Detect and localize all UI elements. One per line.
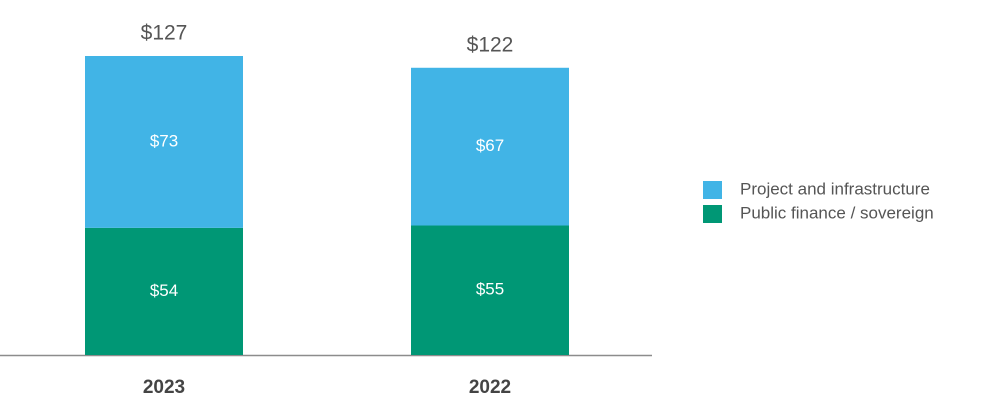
legend-swatch (703, 205, 722, 223)
bar-segment (85, 56, 243, 228)
total-label: $127 (141, 22, 188, 45)
value-label: $67 (476, 136, 504, 155)
bar-segment (411, 67, 569, 226)
x-tick-label: 2023 (143, 377, 185, 398)
value-label: $55 (476, 280, 504, 299)
total-label: $122 (467, 33, 514, 56)
value-label: $54 (150, 281, 178, 300)
legend-label: Project and infrastructure (740, 179, 930, 198)
legend-swatch (703, 181, 722, 199)
value-label: $73 (150, 131, 178, 150)
bar-segment (411, 225, 569, 355)
x-tick-label: 2022 (469, 377, 511, 398)
legend-label: Public finance / sovereign (740, 203, 934, 222)
bar-segment (85, 227, 243, 355)
